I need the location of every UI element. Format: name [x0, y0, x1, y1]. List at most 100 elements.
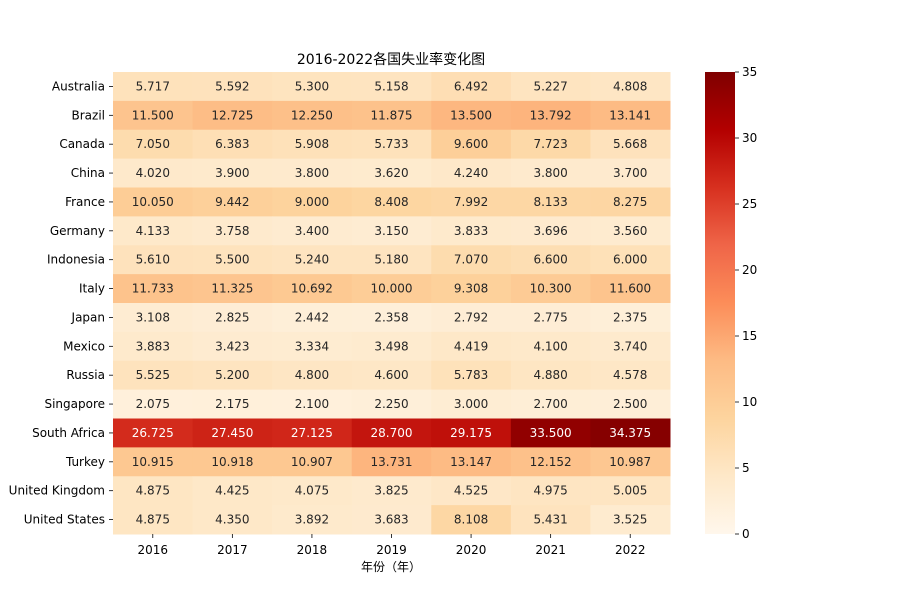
y-tick-label: Russia	[66, 368, 105, 382]
heatmap-cell	[113, 245, 194, 275]
heatmap-cell	[113, 418, 194, 448]
heatmap-cell	[590, 303, 671, 333]
cell-value-label: 29.175	[450, 426, 492, 440]
heatmap-cell	[192, 505, 273, 535]
cell-value-label: 10.915	[132, 455, 174, 469]
heatmap-cell	[510, 447, 591, 477]
heatmap-cell	[192, 72, 273, 102]
cell-value-label: 7.050	[136, 137, 170, 151]
cell-value-label: 10.918	[211, 455, 253, 469]
heatmap-cell	[510, 100, 591, 131]
heatmap-cell	[590, 389, 671, 419]
cell-value-label: 3.150	[374, 224, 408, 238]
cell-value-label: 5.200	[215, 368, 249, 382]
heatmap-cell	[272, 274, 353, 304]
heatmap-cell	[351, 274, 432, 304]
cell-value-label: 4.600	[374, 368, 408, 382]
heatmap-cell	[431, 100, 512, 131]
heatmap-cell	[272, 360, 353, 391]
y-tick-label: United Kingdom	[9, 484, 105, 498]
cell-value-label: 4.525	[454, 484, 488, 498]
cell-value-label: 5.717	[136, 79, 170, 93]
heatmap-cell	[113, 303, 194, 333]
cell-value-label: 4.350	[215, 513, 249, 527]
heatmap-cell	[590, 129, 671, 160]
heatmap-cell	[192, 100, 273, 131]
cell-value-label: 33.500	[530, 426, 572, 440]
heatmap-cell	[510, 245, 591, 275]
heatmap-cell	[351, 245, 432, 275]
heatmap-cell	[351, 447, 432, 477]
colorbar-tick-label: 20	[742, 263, 757, 277]
heatmap-cell	[113, 158, 194, 188]
heatmap-cell	[351, 476, 432, 506]
cell-value-label: 13.792	[530, 108, 572, 122]
cell-value-label: 5.592	[215, 79, 249, 93]
heatmap-cell	[272, 389, 353, 419]
heatmap-cell	[510, 216, 591, 246]
cell-value-label: 12.152	[530, 455, 572, 469]
heatmap-cell	[351, 331, 432, 362]
heatmap-cell	[351, 505, 432, 535]
colorbar-tick-label: 30	[742, 131, 757, 145]
cell-value-label: 7.070	[454, 253, 488, 267]
cell-value-label: 4.875	[136, 513, 170, 527]
cell-value-label: 8.108	[454, 513, 488, 527]
heatmap-cell	[590, 158, 671, 188]
cell-value-label: 4.240	[454, 166, 488, 180]
cell-value-label: 3.758	[215, 224, 249, 238]
heatmap-cell	[431, 129, 512, 160]
heatmap-cell	[431, 331, 512, 362]
cell-value-label: 3.620	[374, 166, 408, 180]
heatmap-cell	[351, 216, 432, 246]
heatmap-cell	[510, 72, 591, 102]
y-tick-label: China	[71, 166, 105, 180]
heatmap-cell	[431, 476, 512, 506]
heatmap-cell	[510, 274, 591, 304]
cell-value-label: 5.431	[533, 513, 567, 527]
heatmap-cell	[510, 331, 591, 362]
heatmap-cell	[113, 72, 194, 102]
heatmap-cell	[431, 216, 512, 246]
heatmap-cell	[272, 187, 353, 217]
cell-value-label: 5.500	[215, 253, 249, 267]
heatmap-cell	[113, 274, 194, 304]
cell-value-label: 3.334	[295, 339, 329, 353]
cell-value-label: 9.600	[454, 137, 488, 151]
cell-value-label: 11.500	[132, 108, 174, 122]
heatmap-cell	[192, 216, 273, 246]
cell-value-label: 9.442	[215, 195, 249, 209]
heatmap-cell	[272, 100, 353, 131]
heatmap-cell	[351, 418, 432, 448]
cell-value-label: 13.147	[450, 455, 492, 469]
cell-value-label: 6.600	[533, 253, 567, 267]
heatmap-cell	[192, 129, 273, 160]
cell-value-label: 3.883	[136, 339, 170, 353]
cell-value-label: 4.133	[136, 224, 170, 238]
heatmap-cell	[272, 72, 353, 102]
heatmap-cell	[590, 100, 671, 131]
y-tick-label: France	[65, 195, 105, 209]
cell-value-label: 3.000	[454, 397, 488, 411]
cell-value-label: 5.180	[374, 253, 408, 267]
cell-value-label: 11.600	[609, 282, 651, 296]
x-axis-label: 年份（年）	[361, 560, 421, 574]
cell-value-label: 3.800	[533, 166, 567, 180]
heatmap-cell	[272, 447, 353, 477]
cell-value-label: 5.783	[454, 368, 488, 382]
heatmap-cell	[272, 245, 353, 275]
cell-value-label: 3.825	[374, 484, 408, 498]
heatmap-cell	[113, 100, 194, 131]
cell-value-label: 3.400	[295, 224, 329, 238]
cell-value-label: 4.419	[454, 339, 488, 353]
cell-value-label: 2.775	[533, 310, 567, 324]
heatmap-cell	[431, 245, 512, 275]
cell-value-label: 3.800	[295, 166, 329, 180]
cell-value-label: 8.275	[613, 195, 647, 209]
cell-value-label: 13.500	[450, 108, 492, 122]
heatmap-cell	[431, 303, 512, 333]
colorbar: 0 5 10 15 20 25 30 35	[705, 65, 757, 541]
cell-value-label: 2.175	[215, 397, 249, 411]
cell-value-label: 34.375	[609, 426, 651, 440]
heatmap-cell	[113, 331, 194, 362]
